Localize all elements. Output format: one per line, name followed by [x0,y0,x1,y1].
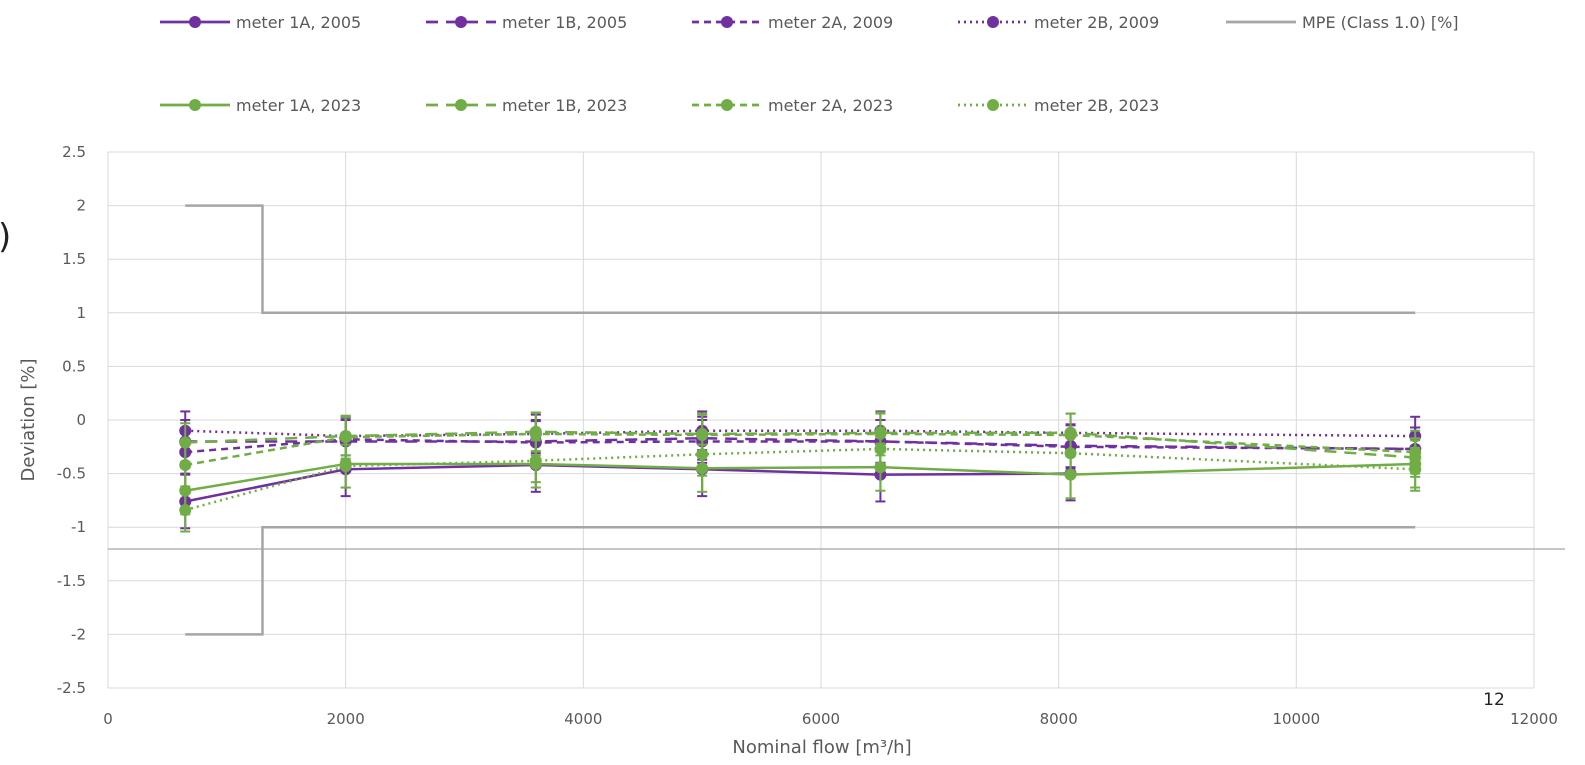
series-meter-1a-2005 [179,437,1077,530]
data-point [529,427,542,440]
x-tick-label: 8000 [1040,710,1078,728]
y-tick-label: 2 [76,197,86,215]
y-tick-label: 2.5 [62,143,86,161]
series-line [184,447,1416,512]
legend-label: meter 2B, 2023 [1034,96,1159,115]
x-tick-label: 12000 [1510,710,1558,728]
legend-label: meter 2B, 2009 [1034,13,1159,32]
mpe-limits [185,204,1416,636]
series-meter-1a-2023 [179,439,1422,516]
y-tick-label: -2.5 [57,679,86,697]
legend-item: meter 1B, 2005 [426,13,627,32]
legend-swatch-marker [721,99,733,111]
y-tick-label: -0.5 [57,465,86,483]
x-tick-label: 0 [103,710,113,728]
legend-label: meter 2A, 2009 [768,13,893,32]
y-tick-label: 0 [76,411,86,429]
legend-item: meter 2B, 2023 [958,96,1159,115]
y-tick-label: -1.5 [57,572,86,590]
legend-swatch-marker [987,16,999,28]
edge-glyph: ) [0,217,11,257]
legend-item: meter 2B, 2009 [958,13,1159,32]
mpe-upper-line [185,204,1416,315]
data-point [1409,463,1422,476]
page-number: 12 [1483,690,1505,710]
legend-swatch-marker [721,16,733,28]
x-tick-label: 10000 [1272,710,1320,728]
legend-item: meter 1A, 2005 [160,13,361,32]
data-point [179,504,192,517]
x-tick-label: 6000 [802,710,840,728]
data-point [874,442,887,455]
grid [107,151,1565,689]
y-tick-label: 1.5 [62,250,86,268]
x-axis-title: Nominal flow [m³/h] [732,737,911,758]
mpe-lower-line [185,525,1416,636]
legend-item: meter 1B, 2023 [426,96,627,115]
y-tick-label: -2 [71,625,86,643]
data-point [529,454,542,467]
legend-item: meter 2A, 2009 [692,13,893,32]
series-meter-2b-2023 [179,426,1422,533]
data-point [1064,447,1077,460]
legend-item: meter 1A, 2023 [160,96,361,115]
legend-label: meter 2A, 2023 [768,96,893,115]
data-point [339,431,352,444]
y-axis-title: Deviation [%] [18,359,39,482]
legend-label: meter 1A, 2023 [236,96,361,115]
legend: meter 1A, 2005 meter 1B, 2005 meter 2A, 20… [160,13,1459,115]
data-point [339,460,352,473]
legend-label: meter 1A, 2005 [236,13,361,32]
legend-label: MPE (Class 1.0) [%] [1302,13,1459,32]
data-point [179,436,192,449]
legend-label: meter 1B, 2023 [502,96,627,115]
axes: 2.5 2 1.5 1 0.5 0 -0.5 -1 -1.5 -2 -2.5 0 2000 4000 600… [57,143,1558,728]
y-tick-label: 1 [76,304,86,322]
y-tick-label: -1 [71,518,86,536]
legend-swatch-marker [987,99,999,111]
legend-swatch-marker [455,16,467,28]
legend-item: meter 2A, 2023 [692,96,893,115]
y-tick-label: 0.5 [62,357,86,375]
x-tick-label: 2000 [327,710,365,728]
x-tick-label: 4000 [564,710,602,728]
legend-swatch-marker [189,99,201,111]
legend-swatch-marker [455,99,467,111]
legend-label: meter 1B, 2005 [502,13,627,32]
data-point [696,448,709,461]
legend-item: MPE (Class 1.0) [%] [1226,13,1459,32]
series-meter-2a-2023 [179,411,1422,488]
legend-swatch-marker [189,16,201,28]
series-group [179,410,1422,533]
data-point [179,459,192,472]
